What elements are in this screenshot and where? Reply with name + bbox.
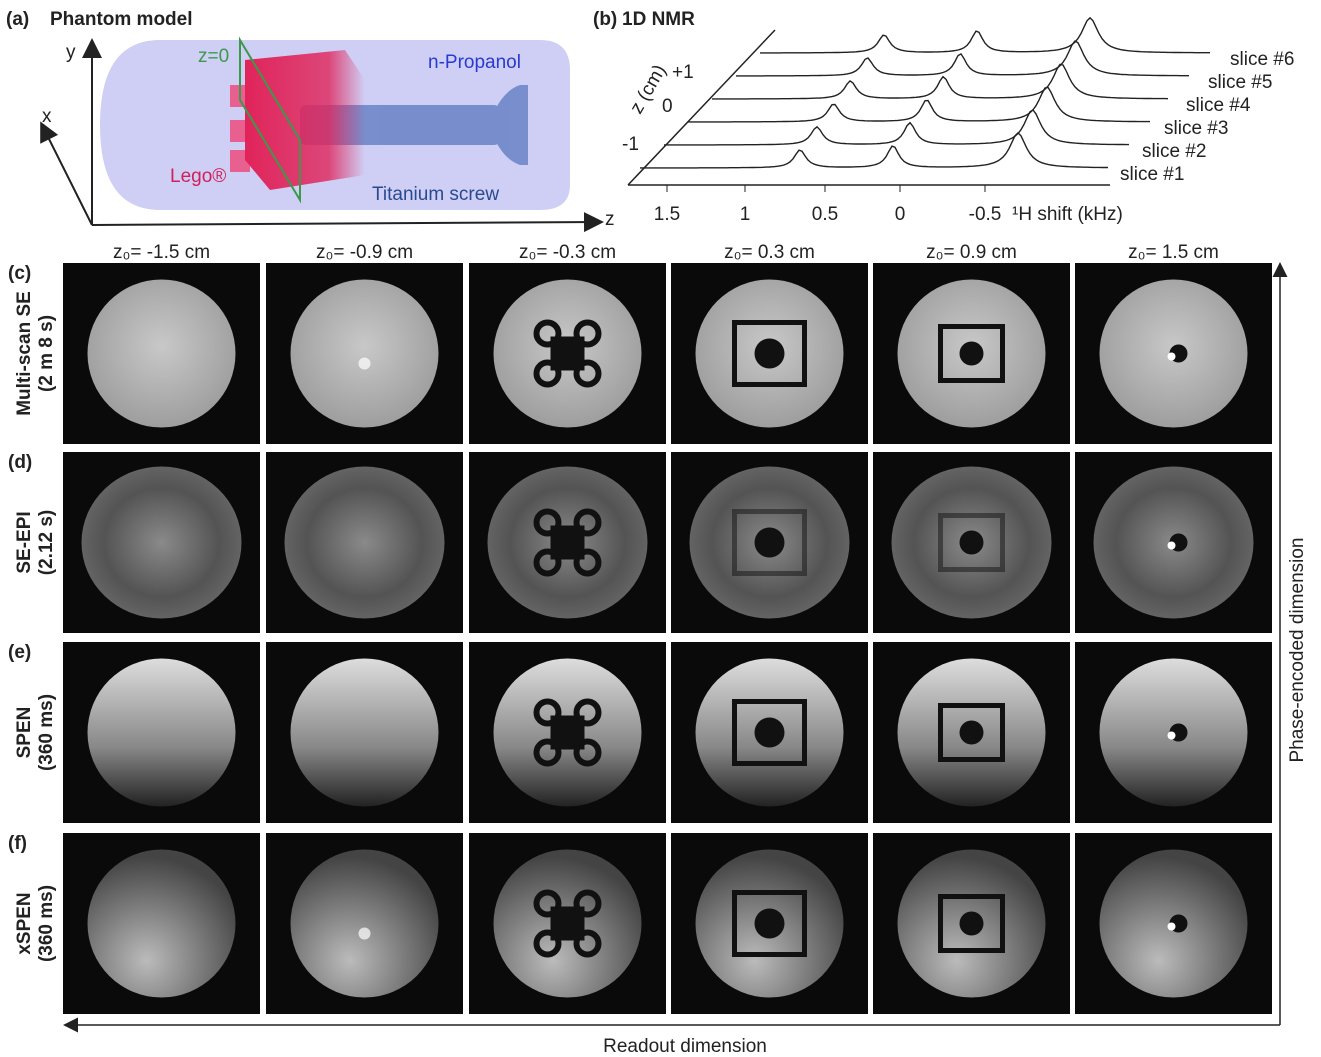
spectrum bbox=[736, 41, 1189, 76]
x-tick-label: 0 bbox=[895, 204, 906, 225]
label: n-Propanol bbox=[428, 52, 521, 73]
column-header: z₀= -0.9 cm bbox=[316, 242, 413, 263]
x-tick-label: -0.5 bbox=[969, 204, 1002, 225]
panel-label: (a) bbox=[6, 9, 29, 30]
feature bbox=[960, 531, 984, 555]
feature bbox=[755, 909, 785, 939]
row-method: SE-EPI bbox=[14, 511, 35, 573]
column-header: z₀= -1.5 cm bbox=[113, 242, 210, 263]
x-tick-label: 1.5 bbox=[654, 204, 680, 225]
feature bbox=[755, 718, 785, 748]
feature bbox=[755, 339, 785, 369]
label: Lego® bbox=[170, 166, 226, 187]
axis-label: y bbox=[66, 42, 76, 63]
column-header: z₀= -0.3 cm bbox=[519, 242, 616, 263]
spectrum bbox=[640, 133, 1108, 168]
feature bbox=[1168, 923, 1176, 931]
z-tick-label: 0 bbox=[662, 96, 673, 117]
feature bbox=[1168, 732, 1176, 740]
panel-title: 1D NMR bbox=[622, 9, 695, 30]
feature bbox=[1168, 353, 1176, 361]
slice-label: slice #3 bbox=[1164, 118, 1228, 139]
feature bbox=[359, 928, 371, 940]
feature bbox=[1168, 542, 1176, 550]
slice-label: slice #5 bbox=[1208, 72, 1272, 93]
row-label: (f) bbox=[8, 833, 27, 854]
spectrum bbox=[664, 110, 1129, 145]
row-duration: (2.12 s) bbox=[36, 510, 57, 575]
slice-label: slice #6 bbox=[1230, 49, 1294, 70]
slice-label: slice #1 bbox=[1120, 164, 1184, 185]
row-method: xSPEN bbox=[14, 892, 35, 954]
label: Titanium screw bbox=[372, 184, 499, 205]
feature bbox=[359, 358, 371, 370]
slice-label: slice #2 bbox=[1142, 141, 1206, 162]
column-header: z₀= 0.9 cm bbox=[926, 242, 1017, 263]
phantom bbox=[291, 850, 439, 998]
row-label: (d) bbox=[8, 452, 32, 473]
axis-label: ¹H shift (kHz) bbox=[1012, 204, 1123, 225]
row-duration: (2 m 8 s) bbox=[36, 315, 57, 392]
column-header: z₀= 0.3 cm bbox=[724, 242, 815, 263]
row-duration: (360 ms) bbox=[36, 694, 57, 771]
feature bbox=[755, 528, 785, 558]
x-tick-label: 0.5 bbox=[812, 204, 838, 225]
panel-title: Phantom model bbox=[50, 9, 193, 30]
phantom bbox=[82, 467, 242, 619]
row-method: Multi-scan SE bbox=[14, 291, 35, 416]
row-duration: (360 ms) bbox=[36, 885, 57, 962]
phantom bbox=[291, 280, 439, 428]
column-header: z₀= 1.5 cm bbox=[1128, 242, 1219, 263]
spectrum bbox=[688, 87, 1150, 122]
phantom bbox=[291, 659, 439, 807]
axis-label: x bbox=[42, 106, 52, 127]
row-label: (e) bbox=[8, 642, 31, 663]
axis-label: z bbox=[605, 209, 615, 230]
feature bbox=[960, 721, 984, 745]
phantom bbox=[88, 280, 236, 428]
axis-label: Phase-encoded dimension bbox=[1287, 538, 1308, 763]
row-label: (c) bbox=[8, 263, 31, 284]
phantom bbox=[88, 850, 236, 998]
figure: (a) Phantom model y x z z=0 n-Propanol L… bbox=[0, 0, 1321, 1057]
z-tick-label: +1 bbox=[672, 62, 694, 83]
feature bbox=[551, 337, 585, 371]
z-tick-label: -1 bbox=[622, 134, 639, 155]
spectrum bbox=[712, 64, 1168, 99]
axis-label: Readout dimension bbox=[603, 1036, 767, 1057]
feature bbox=[551, 907, 585, 941]
axis bbox=[92, 222, 600, 225]
feature bbox=[551, 526, 585, 560]
spectrum bbox=[760, 18, 1210, 53]
feature bbox=[551, 716, 585, 750]
phantom bbox=[88, 659, 236, 807]
feature bbox=[960, 912, 984, 936]
plane-label: z=0 bbox=[198, 46, 229, 67]
phantom bbox=[285, 467, 445, 619]
x-tick-label: 1 bbox=[740, 204, 751, 225]
row-method: SPEN bbox=[14, 707, 35, 759]
axis bbox=[42, 125, 92, 225]
slice-label: slice #4 bbox=[1186, 95, 1251, 116]
panel-label: (b) bbox=[593, 9, 617, 30]
feature bbox=[960, 342, 984, 366]
